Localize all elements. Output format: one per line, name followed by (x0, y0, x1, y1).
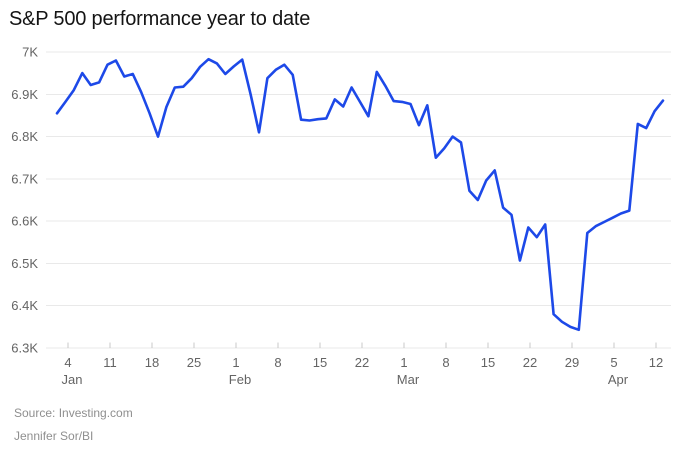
x-tick-label: 22 (523, 355, 537, 370)
chart-title: S&P 500 performance year to date (9, 8, 311, 30)
x-month-label: Apr (608, 372, 629, 387)
byline-text: Jennifer Sor/BI (14, 429, 94, 443)
price-line (55, 57, 665, 332)
y-tick-label: 6.5K (11, 256, 38, 271)
y-tick-label: 6.9K (11, 87, 38, 102)
x-tick-label: 12 (649, 355, 663, 370)
x-tick-label: 15 (481, 355, 495, 370)
x-tick-label: 4 (64, 355, 71, 370)
x-month-label: Jan (62, 372, 83, 387)
y-tick-label: 6.8K (11, 129, 38, 144)
x-tick-label: 1 (232, 355, 239, 370)
x-month-label: Feb (229, 372, 251, 387)
y-tick-label: 6.6K (11, 214, 38, 229)
y-tick-label: 7K (22, 45, 38, 60)
x-tick-label: 18 (145, 355, 159, 370)
source-text: Source: Investing.com (14, 406, 133, 420)
x-month-label: Mar (397, 372, 420, 387)
x-tick-label: 8 (442, 355, 449, 370)
x-tick-label: 8 (274, 355, 281, 370)
y-tick-label: 6.4K (11, 298, 38, 313)
y-tick-label: 6.3K (11, 341, 38, 356)
x-tick-label: 25 (187, 355, 201, 370)
x-tick-label: 15 (313, 355, 327, 370)
x-tick-label: 5 (610, 355, 617, 370)
x-tick-label: 11 (103, 355, 117, 370)
y-tick-label: 6.7K (11, 171, 38, 186)
x-tick-label: 22 (355, 355, 369, 370)
x-tick-label: 1 (400, 355, 407, 370)
x-tick-label: 29 (565, 355, 579, 370)
